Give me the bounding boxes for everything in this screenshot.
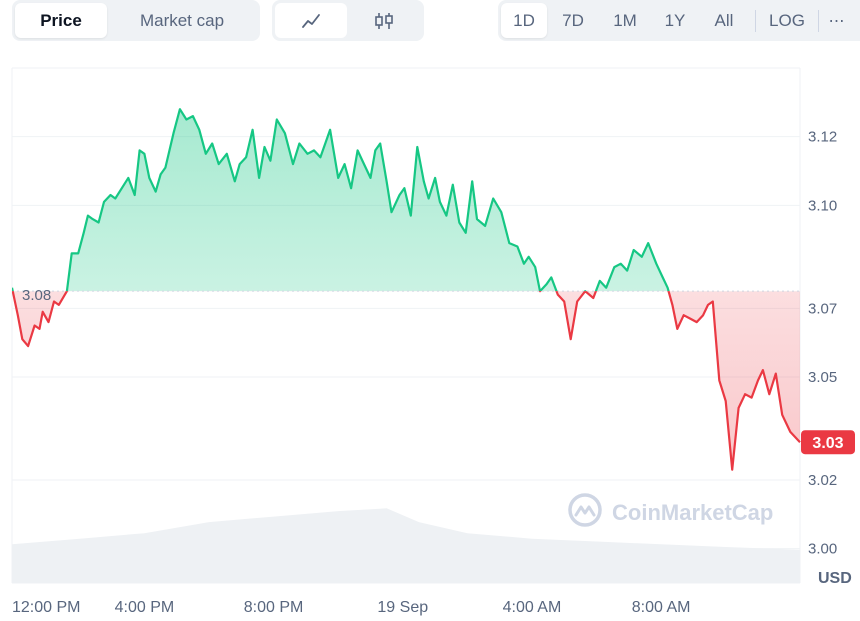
market-cap-tab[interactable]: Market cap bbox=[139, 10, 225, 30]
range-1m[interactable]: 1M bbox=[613, 10, 637, 30]
x-tick-label: 4:00 PM bbox=[115, 599, 175, 616]
price-area-above bbox=[12, 109, 669, 292]
x-tick-label: 12:00 PM bbox=[12, 599, 80, 616]
y-tick-label: 3.12 bbox=[808, 129, 837, 146]
y-tick-label: 3.05 bbox=[808, 369, 837, 386]
watermark-text: CoinMarketCap bbox=[612, 500, 773, 525]
y-tick-label: 3.02 bbox=[808, 472, 837, 489]
volume-area bbox=[12, 508, 800, 583]
y-tick-label: 3.10 bbox=[808, 197, 837, 214]
log-scale-button[interactable]: LOG bbox=[769, 10, 805, 30]
range-all[interactable]: All bbox=[714, 10, 734, 30]
range-7d[interactable]: 7D bbox=[562, 10, 584, 30]
more-icon: ⋯ bbox=[828, 12, 846, 30]
candlestick-button[interactable] bbox=[347, 3, 421, 38]
toolbar-divider bbox=[755, 9, 756, 32]
range-toggle: 1D 7D 1M 1Y All LOG ⋯ bbox=[498, 0, 860, 41]
x-tick-label: 4:00 AM bbox=[503, 599, 562, 616]
price-tab[interactable]: Price bbox=[15, 3, 107, 38]
x-tick-label: 8:00 AM bbox=[632, 599, 691, 616]
current-price-badge: 3.03 bbox=[801, 430, 855, 455]
x-tick-label: 8:00 PM bbox=[244, 599, 304, 616]
range-1d[interactable]: 1D bbox=[501, 3, 547, 38]
toolbar-divider-2 bbox=[818, 9, 819, 32]
watermark: CoinMarketCap bbox=[568, 493, 773, 527]
open-price-label: 3.08 bbox=[22, 287, 51, 304]
price-line-above bbox=[12, 108, 670, 292]
chart-type-toggle bbox=[272, 0, 424, 41]
x-tick-label: 19 Sep bbox=[377, 599, 428, 616]
line-chart-icon bbox=[302, 13, 320, 28]
metric-toggle: Price Market cap bbox=[12, 0, 260, 41]
more-button[interactable]: ⋯ bbox=[825, 3, 849, 38]
y-tick-label: 3.07 bbox=[808, 300, 837, 317]
y-tick-label: 3.00 bbox=[808, 541, 837, 558]
candlestick-icon bbox=[375, 12, 393, 29]
range-1y[interactable]: 1Y bbox=[664, 10, 686, 30]
price-area-below bbox=[12, 291, 800, 470]
y-axis-unit: USD bbox=[818, 570, 852, 587]
line-chart-button[interactable] bbox=[275, 3, 347, 38]
current-price-label: 3.03 bbox=[812, 435, 843, 452]
coinmarketcap-logo-icon bbox=[568, 493, 602, 527]
